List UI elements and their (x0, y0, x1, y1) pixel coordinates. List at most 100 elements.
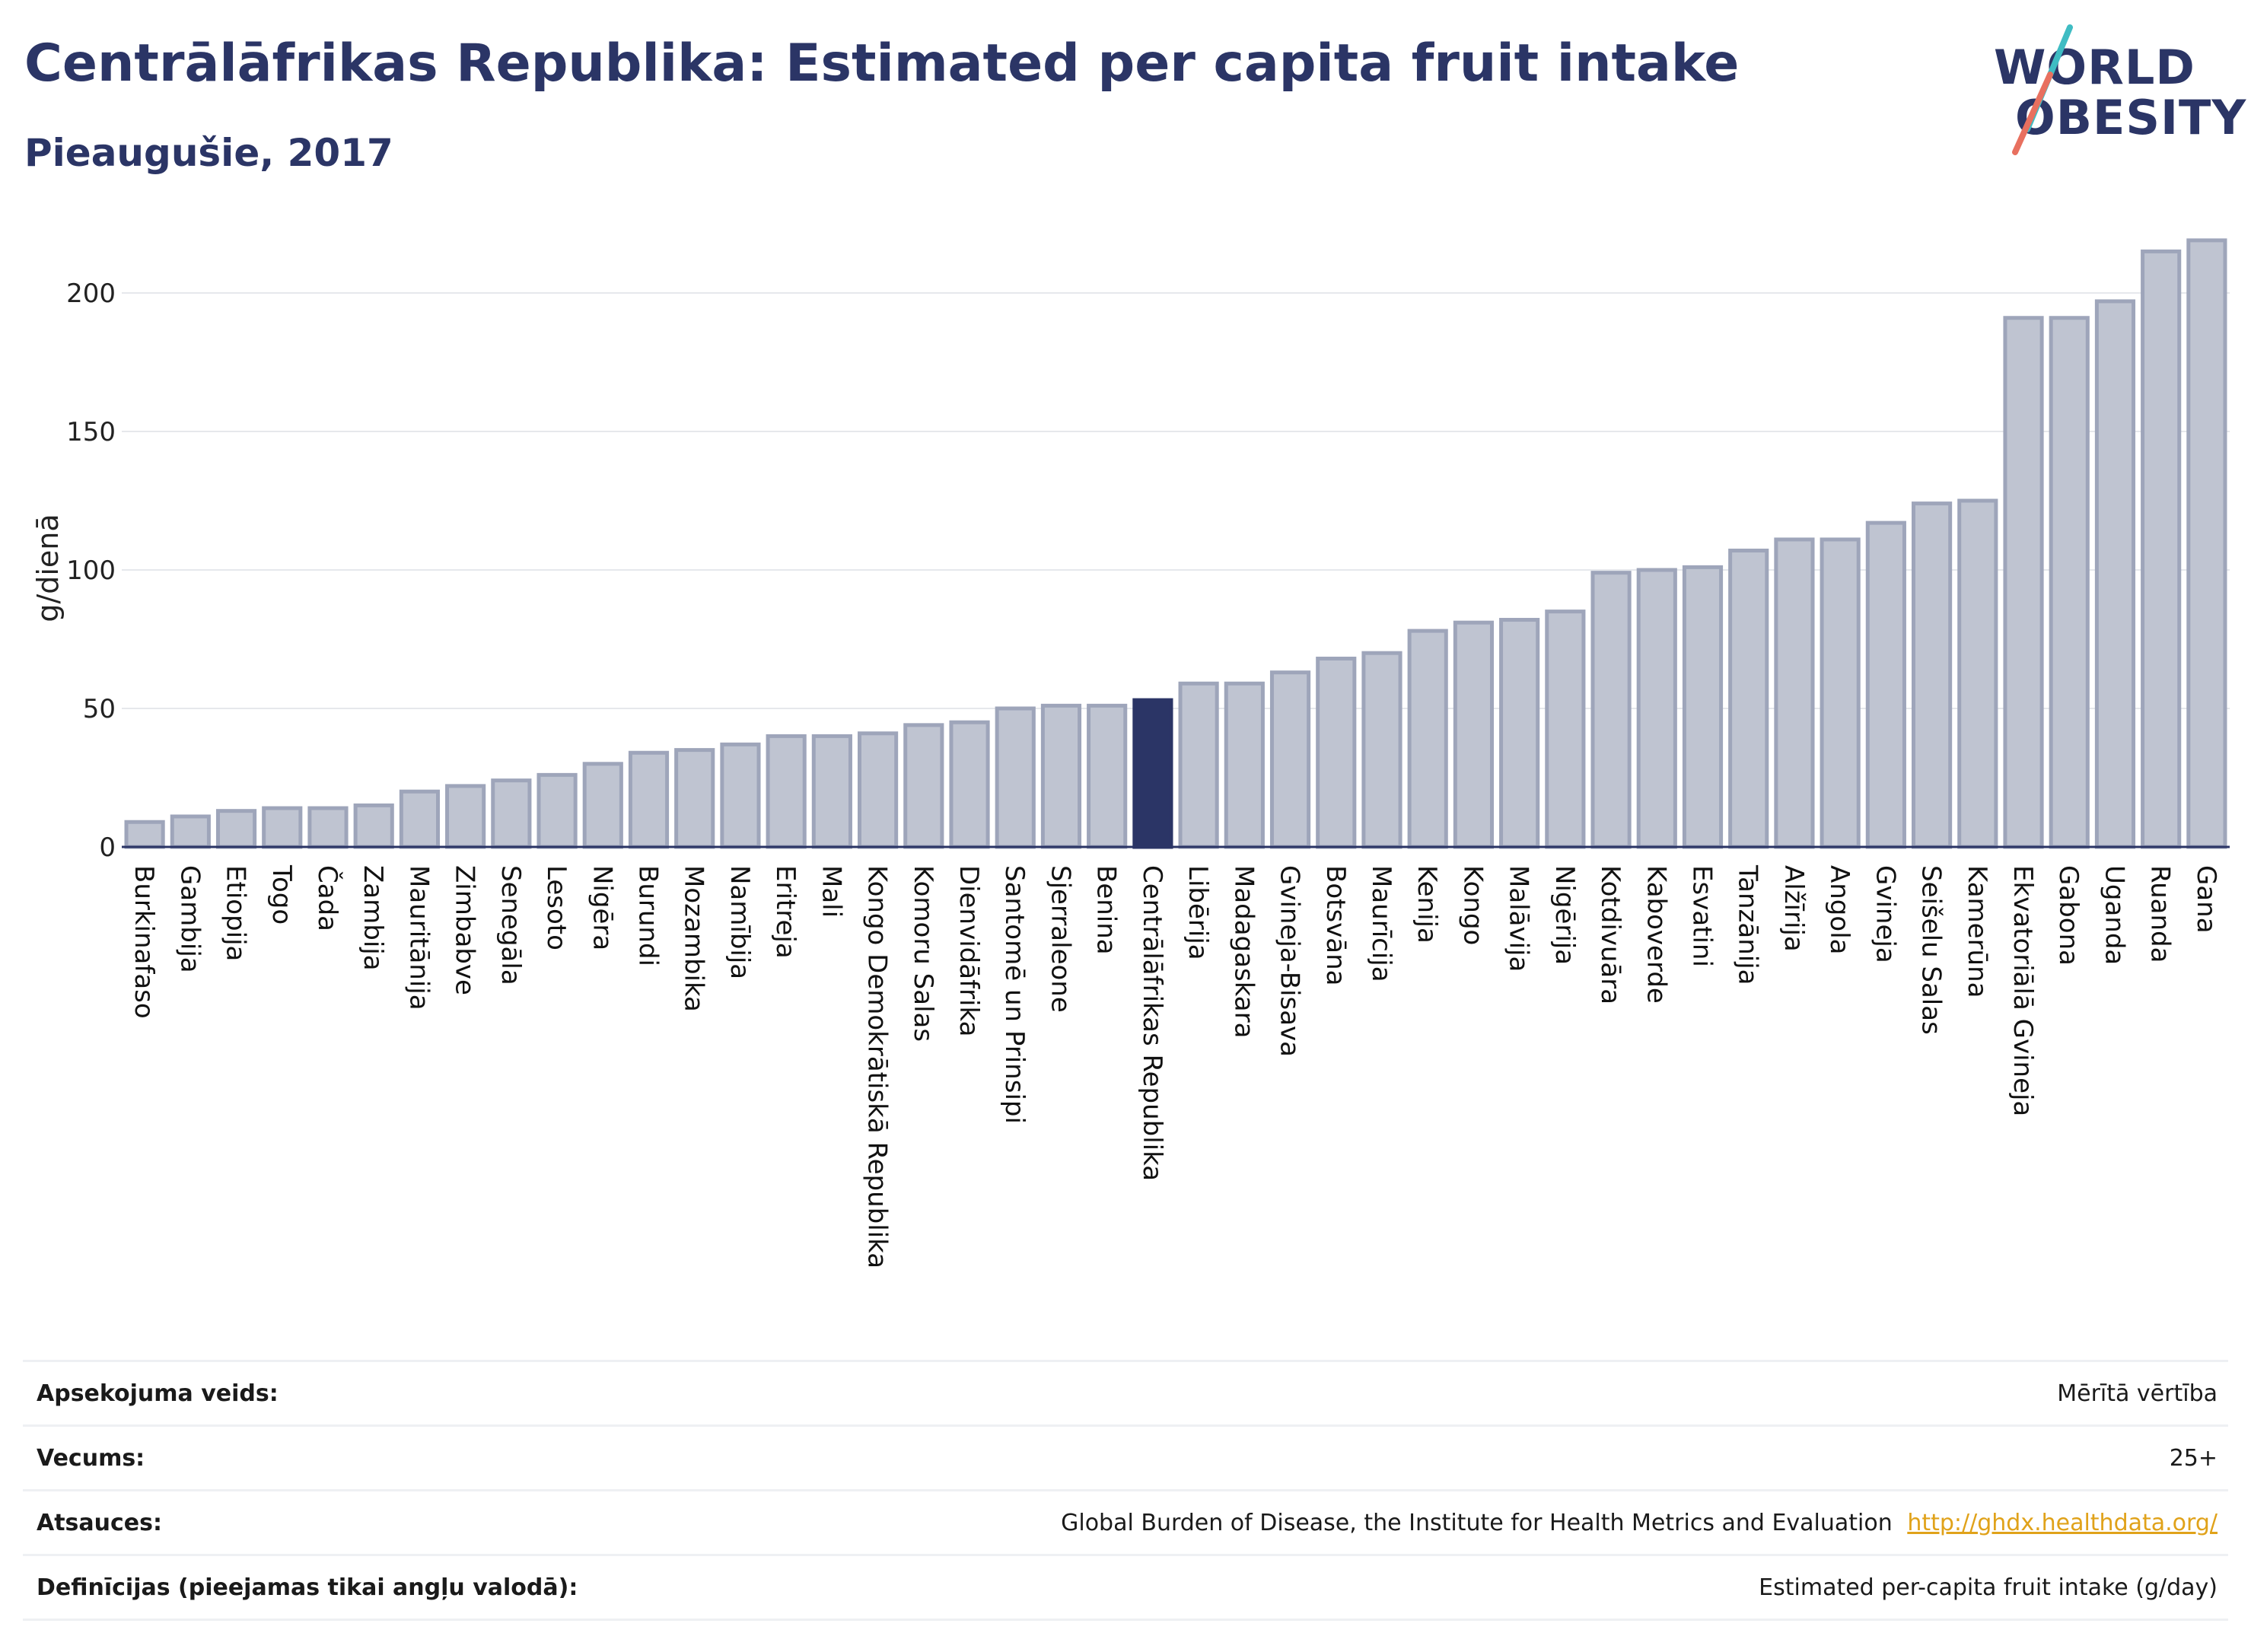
x-tick-label: Seišelu Salas (1916, 865, 1947, 1035)
bar (1224, 681, 1265, 849)
x-tick-label: Komoru Salas (908, 865, 938, 1042)
x-tick-label: Santomē un Prinsipi (999, 865, 1030, 1124)
meta-value: Mērītā vērtība (2057, 1380, 2218, 1407)
x-tick-label: Centrālāfrikas Republika (1137, 865, 1167, 1181)
bar (858, 731, 899, 849)
logo-slash-icon (2012, 24, 2073, 155)
meta-value: Global Burden of Disease, the Institute … (1061, 1509, 1893, 1536)
x-tick-label: Čada (312, 865, 343, 931)
bar (170, 814, 211, 849)
x-tick-label: Mali (816, 865, 846, 918)
bar (124, 820, 165, 849)
bar (491, 778, 532, 849)
x-tick-label: Nigēra (587, 865, 617, 950)
y-tick-label: 200 (66, 279, 116, 309)
x-tick-label: Kamerūna (1962, 865, 1992, 998)
x-tick-label: Tanzānija (1733, 864, 1763, 985)
bar (1407, 629, 1448, 849)
x-tick-label: Gana (2191, 865, 2221, 934)
x-tick-label: Ekvatoriālā Gvineja (2007, 865, 2038, 1116)
y-tick-label: 100 (66, 555, 116, 586)
x-tick-label: Zimbabve (450, 865, 480, 995)
x-tick-label: Benina (1091, 865, 1122, 955)
x-tick-label: Uganda (2099, 865, 2129, 965)
meta-value-wrap: Global Burden of Disease, the Institute … (1061, 1510, 2228, 1536)
x-tick-label: Senegāla (495, 865, 526, 985)
bar (903, 723, 944, 849)
metadata-table: Apsekojuma veids: Mērītā vērtība Vecums:… (23, 1360, 2228, 1621)
bar (2186, 238, 2227, 849)
bar (1087, 703, 1128, 849)
bar (811, 734, 852, 849)
bar (1316, 656, 1357, 849)
world-obesity-logo: WORLD OBESITY (1979, 23, 2246, 160)
meta-key: Apsekojuma veids: (37, 1380, 279, 1407)
bar (1636, 568, 1677, 849)
x-tick-label: Gambija (174, 865, 205, 973)
y-tick-label: 150 (66, 417, 116, 447)
bar-chart: 0 50 100 150 200 g/dienā Burkinafaso Gambija Eti… (31, 238, 2230, 1268)
meta-value: 25+ (2169, 1444, 2218, 1472)
x-tick-label: Libērija (1183, 865, 1213, 960)
x-tick-label: Lesoto (541, 865, 572, 950)
bar (582, 762, 623, 849)
x-tick-label: Togo (266, 864, 297, 925)
source-link[interactable]: http://ghdx.healthdata.org/ (1907, 1509, 2218, 1536)
meta-row-definitions: Definīcijas (pieejamas tikai angļu valod… (23, 1554, 2228, 1621)
x-tick-label: Malāvija (1504, 865, 1534, 972)
meta-row-survey-type: Apsekojuma veids: Mērītā vērtība (23, 1360, 2228, 1424)
bar (628, 750, 670, 849)
x-tick-label: Gvineja-Bisava (1275, 865, 1305, 1057)
bar (674, 748, 715, 849)
y-tick-label: 0 (99, 832, 116, 863)
logo-line-2: OBESITY (2015, 90, 2247, 145)
x-tick-label: Burundi (633, 865, 664, 966)
bar (399, 789, 441, 849)
x-tick-label: Mauritānija (403, 865, 434, 1011)
bar (1957, 498, 1998, 849)
x-tick-label: Kongo (1457, 865, 1488, 945)
x-tick-label: Nigērija (1549, 865, 1580, 965)
bar (2141, 249, 2182, 849)
bar (1590, 571, 1632, 849)
x-tick-label: Botsvāna (1320, 865, 1351, 986)
bar (949, 720, 990, 849)
meta-key: Definīcijas (pieejamas tikai angļu valod… (37, 1574, 578, 1601)
x-tick-label: Mozambika (679, 865, 709, 1012)
bar (995, 706, 1036, 849)
page-subtitle: Pieaugušie, 2017 (24, 131, 393, 175)
meta-value: Estimated per-capita fruit intake (g/day… (1759, 1574, 2218, 1601)
bar (720, 742, 761, 849)
bar (1820, 537, 1861, 849)
bar (1040, 703, 1082, 849)
x-tick-label: Gabona (2053, 865, 2084, 966)
bar (2094, 299, 2136, 849)
bar (215, 809, 257, 849)
bar (1545, 610, 1586, 849)
x-tick-label: Kenija (1412, 865, 1442, 944)
meta-key: Atsauces: (37, 1509, 162, 1536)
bar (1912, 501, 1953, 849)
x-tick-label: Burkinafaso (129, 865, 159, 1019)
x-tick-label: Dienvidāfrika (954, 865, 984, 1036)
bar (1728, 549, 1769, 849)
x-tick-label: Etiopija (221, 865, 251, 961)
bar (1361, 651, 1402, 849)
x-tick-label: Alžīrija (1778, 865, 1809, 952)
x-tick-label: Namībija (724, 865, 755, 979)
meta-row-age: Vecums: 25+ (23, 1424, 2228, 1489)
bar (445, 784, 486, 849)
bar (766, 734, 807, 849)
x-tick-label: Kaboverde (1641, 865, 1671, 1004)
y-axis-label: g/dienā (31, 514, 65, 622)
x-tick-label: Zambija (358, 865, 388, 971)
x-tick-label: Angola (1824, 865, 1855, 954)
x-tick-label: Madagaskara (1228, 865, 1259, 1038)
bar (536, 772, 578, 849)
x-tick-label: Ruanda (2145, 865, 2176, 963)
x-tick-label: Kotdivuāra (1595, 865, 1625, 1004)
x-tick-label: Esvatini (1687, 865, 1718, 967)
logo-line-1: WORLD (1994, 40, 2195, 95)
x-tick-label: Eritreja (770, 865, 801, 959)
bar (1178, 681, 1219, 849)
